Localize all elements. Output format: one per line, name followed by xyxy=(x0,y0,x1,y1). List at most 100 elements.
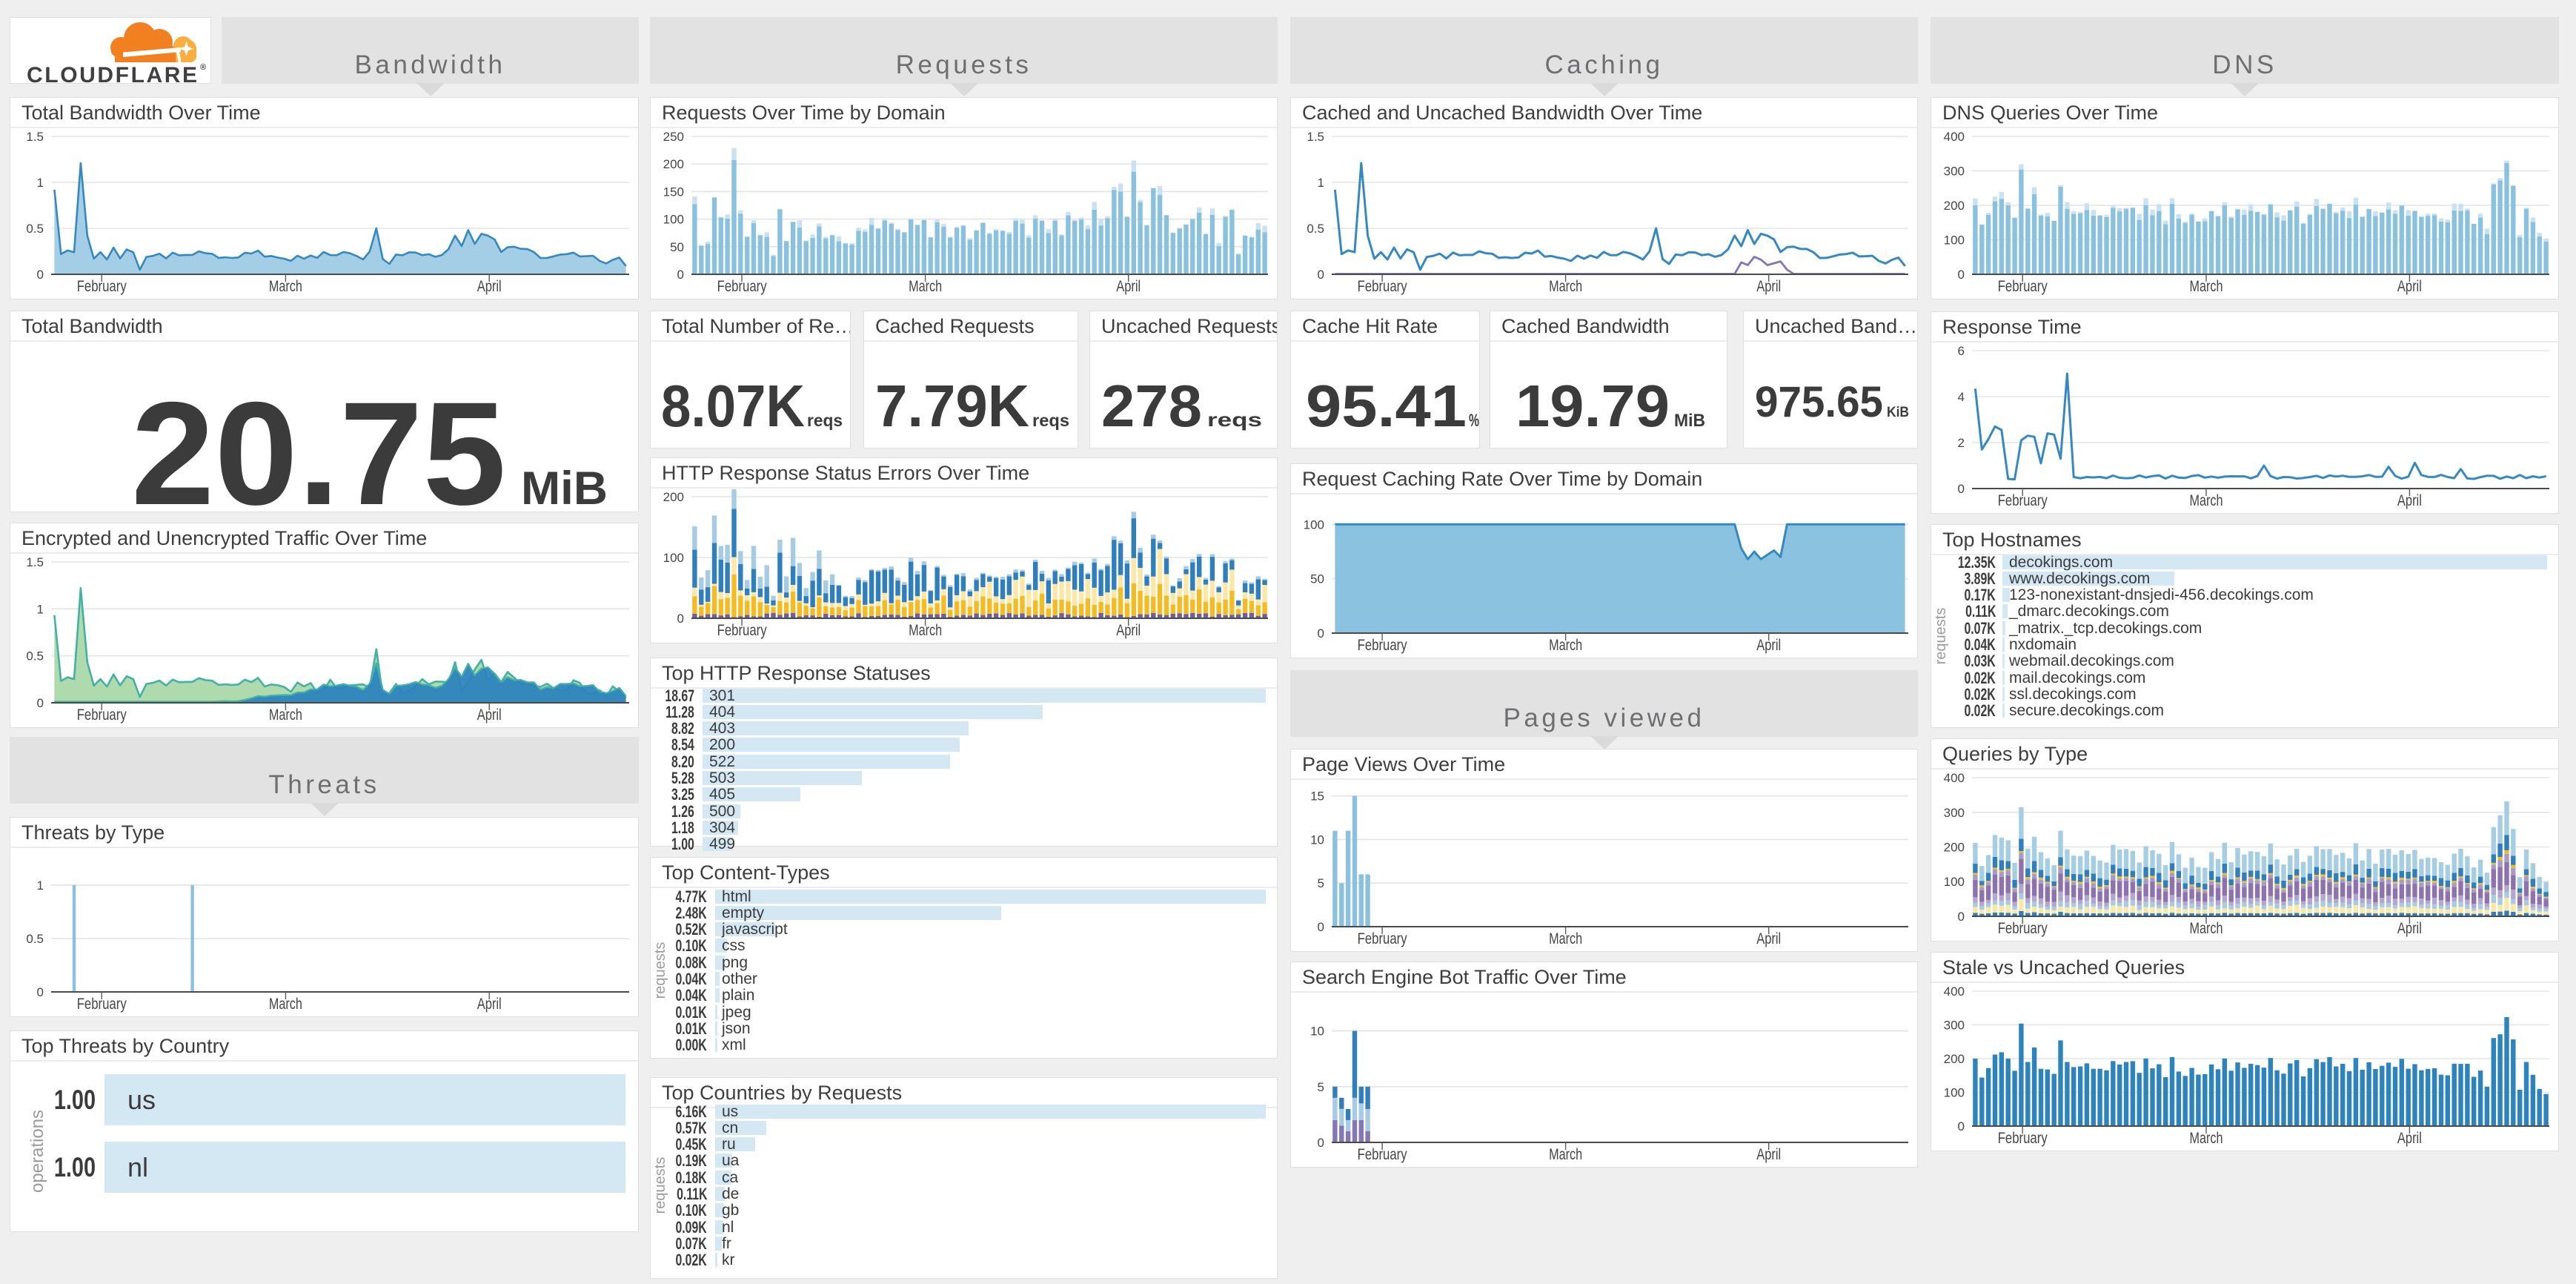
svg-text:0: 0 xyxy=(677,612,684,626)
svg-text:4: 4 xyxy=(1958,390,1965,404)
svg-text:February: February xyxy=(717,278,767,295)
svg-text:0: 0 xyxy=(1958,482,1965,496)
svg-text:%: % xyxy=(1469,411,1479,431)
svg-text:March: March xyxy=(1549,1146,1582,1163)
svg-text:50: 50 xyxy=(670,240,684,254)
svg-text:April: April xyxy=(2397,278,2422,295)
svg-text:200: 200 xyxy=(1944,1052,1965,1066)
svg-text:100: 100 xyxy=(1944,234,1965,248)
svg-text:200: 200 xyxy=(663,157,684,171)
svg-text:250: 250 xyxy=(663,130,684,144)
svg-text:150: 150 xyxy=(663,185,684,199)
svg-text:April: April xyxy=(2397,920,2422,937)
svg-text:20.75: 20.75 xyxy=(131,371,506,512)
svg-text:100: 100 xyxy=(663,213,684,227)
svg-text:200: 200 xyxy=(1944,199,1965,213)
svg-text:10: 10 xyxy=(1310,1025,1324,1039)
svg-text:February: February xyxy=(1358,1146,1407,1163)
svg-text:April: April xyxy=(1756,278,1781,295)
svg-text:0: 0 xyxy=(677,268,684,282)
svg-text:0: 0 xyxy=(1958,1119,1965,1134)
svg-text:March: March xyxy=(909,622,942,639)
svg-text:0: 0 xyxy=(1958,910,1965,924)
svg-text:March: March xyxy=(269,706,302,724)
svg-text:15: 15 xyxy=(1310,790,1324,804)
svg-text:February: February xyxy=(1998,492,2048,509)
svg-text:April: April xyxy=(2397,492,2422,509)
svg-text:March: March xyxy=(1549,930,1582,947)
svg-text:1.5: 1.5 xyxy=(26,130,44,144)
svg-text:MiB: MiB xyxy=(1674,411,1705,431)
svg-text:March: March xyxy=(909,278,942,295)
svg-text:February: February xyxy=(77,706,127,724)
svg-text:400: 400 xyxy=(1944,771,1965,785)
svg-text:400: 400 xyxy=(1944,984,1965,999)
svg-text:0: 0 xyxy=(1318,1136,1324,1150)
svg-text:6: 6 xyxy=(1958,344,1965,358)
svg-text:5: 5 xyxy=(1318,876,1324,890)
svg-text:reqs: reqs xyxy=(1207,408,1262,431)
svg-text:February: February xyxy=(77,996,127,1013)
svg-text:April: April xyxy=(477,278,502,295)
svg-text:April: April xyxy=(2397,1130,2422,1147)
svg-text:100: 100 xyxy=(663,551,684,565)
svg-text:0: 0 xyxy=(1318,920,1324,934)
svg-text:8.07K: 8.07K xyxy=(661,373,805,439)
svg-text:April: April xyxy=(1756,930,1781,947)
svg-text:March: March xyxy=(1549,278,1582,295)
svg-text:0: 0 xyxy=(1318,268,1324,282)
svg-text:April: April xyxy=(1116,278,1141,295)
svg-text:200: 200 xyxy=(663,490,684,504)
svg-text:100: 100 xyxy=(1304,517,1324,532)
svg-text:0.5: 0.5 xyxy=(26,649,44,663)
svg-text:reqs: reqs xyxy=(807,411,843,430)
svg-text:March: March xyxy=(1549,637,1582,654)
svg-text:operations: operations xyxy=(27,1110,47,1193)
svg-text:100: 100 xyxy=(1944,875,1965,889)
svg-text:requests: requests xyxy=(1933,608,1949,665)
svg-text:April: April xyxy=(477,996,502,1013)
svg-text:March: March xyxy=(269,996,302,1013)
svg-text:February: February xyxy=(1998,920,2048,937)
svg-text:2: 2 xyxy=(1958,436,1965,450)
svg-text:7.79K: 7.79K xyxy=(875,373,1029,439)
svg-text:1.5: 1.5 xyxy=(1307,130,1324,144)
svg-text:975.65: 975.65 xyxy=(1755,378,1883,426)
svg-text:0.5: 0.5 xyxy=(26,222,44,236)
svg-text:1: 1 xyxy=(1318,176,1324,190)
svg-text:300: 300 xyxy=(1944,806,1965,820)
svg-text:1.5: 1.5 xyxy=(26,555,44,569)
svg-text:March: March xyxy=(2190,492,2223,509)
svg-text:95.41: 95.41 xyxy=(1306,373,1467,439)
svg-text:February: February xyxy=(1998,278,2048,295)
svg-text:0: 0 xyxy=(1958,268,1965,282)
svg-text:requests: requests xyxy=(652,942,668,999)
svg-text:200: 200 xyxy=(1944,841,1965,855)
svg-text:February: February xyxy=(717,622,767,639)
svg-text:February: February xyxy=(1998,1130,2048,1147)
svg-text:April: April xyxy=(477,706,502,724)
svg-text:300: 300 xyxy=(1944,1019,1965,1033)
svg-text:March: March xyxy=(269,278,302,295)
svg-text:400: 400 xyxy=(1944,130,1965,144)
svg-text:April: April xyxy=(1116,622,1141,639)
svg-text:300: 300 xyxy=(1944,165,1965,179)
svg-text:CLOUDFLARE: CLOUDFLARE xyxy=(27,63,199,83)
svg-text:1: 1 xyxy=(37,878,44,893)
svg-text:5: 5 xyxy=(1318,1080,1324,1094)
svg-text:requests: requests xyxy=(652,1157,668,1214)
svg-text:1: 1 xyxy=(37,602,44,616)
svg-text:100: 100 xyxy=(1944,1086,1965,1100)
svg-text:0: 0 xyxy=(37,696,44,710)
svg-text:February: February xyxy=(1358,278,1407,295)
svg-text:0.5: 0.5 xyxy=(1307,222,1324,236)
svg-text:February: February xyxy=(1358,637,1407,654)
svg-text:1: 1 xyxy=(37,176,44,190)
svg-text:February: February xyxy=(77,278,127,295)
svg-text:®: ® xyxy=(200,63,206,72)
svg-text:0.5: 0.5 xyxy=(26,932,44,946)
svg-text:50: 50 xyxy=(1310,572,1324,586)
svg-text:MiB: MiB xyxy=(521,463,608,512)
svg-text:April: April xyxy=(1756,637,1781,654)
svg-text:February: February xyxy=(1358,930,1407,947)
